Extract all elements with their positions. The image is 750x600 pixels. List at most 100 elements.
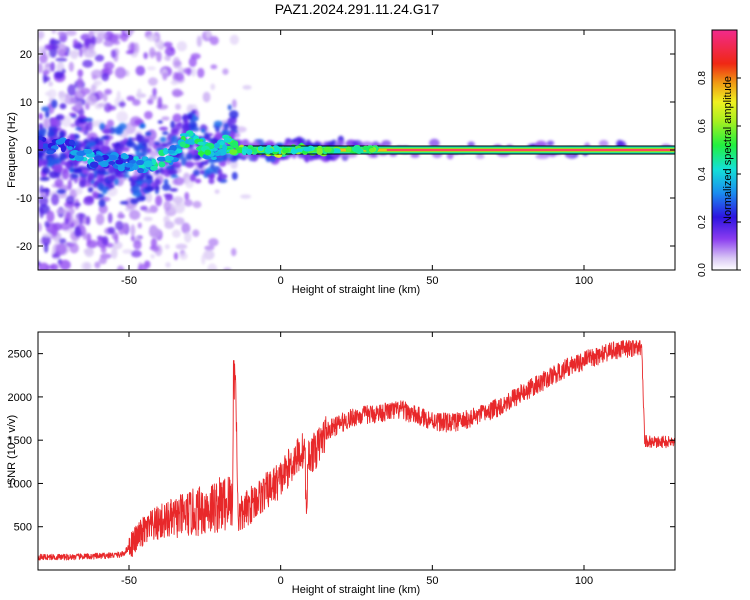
- band-blob: [101, 135, 110, 140]
- noise-blob: [69, 242, 79, 254]
- band-blob: [40, 188, 50, 193]
- noise-blob: [110, 247, 118, 260]
- noise-blob: [133, 239, 142, 250]
- band-blob: [145, 174, 153, 180]
- carrier-dot: [133, 155, 139, 161]
- noise-blob: [174, 217, 185, 225]
- noise-blob: [38, 46, 46, 54]
- band-blob: [38, 112, 44, 120]
- noise-blob: [57, 31, 65, 36]
- band-blob: [164, 194, 174, 202]
- spectrogram-y-axis-label: Frequency (Hz): [6, 112, 18, 188]
- band-blob: [98, 199, 106, 207]
- band-blob: [139, 122, 146, 129]
- noise-blob: [50, 61, 56, 72]
- band-blob: [114, 177, 119, 186]
- noise-blob: [196, 35, 202, 47]
- band-blob: [160, 136, 167, 143]
- noise-blob: [51, 30, 57, 35]
- noise-blob: [58, 90, 67, 102]
- band-blob: [74, 119, 80, 127]
- noise-blob: [162, 72, 168, 81]
- noise-blob: [42, 232, 52, 237]
- noise-blob: [143, 52, 148, 60]
- band-blob: [170, 120, 176, 129]
- noise-blob: [82, 228, 87, 240]
- carrier-wobble: [290, 149, 298, 155]
- carrier-dot: [60, 145, 66, 153]
- colorbar-tick-label: 0.2: [697, 215, 708, 229]
- noise-blob: [140, 205, 148, 211]
- noise-blob: [175, 103, 182, 110]
- x-tick-label: -50: [121, 275, 137, 287]
- band-blob: [229, 124, 238, 131]
- noise-blob: [163, 200, 171, 211]
- noise-blob: [86, 232, 92, 245]
- noise-blob: [43, 44, 52, 51]
- band-blob: [210, 172, 216, 179]
- noise-blob: [146, 34, 158, 42]
- noise-blob: [204, 245, 215, 251]
- noise-blob: [74, 202, 81, 207]
- band-blob: [155, 184, 160, 191]
- colorbar: 0.0 0.2 0.4 0.6 0.8 Normalized spectral ampl…: [697, 29, 741, 277]
- band-blob: [213, 120, 223, 127]
- band-blob: [47, 130, 55, 138]
- noise-blob: [116, 111, 128, 123]
- band-blob: [131, 185, 141, 194]
- noise-blob: [130, 235, 135, 242]
- carrier-wobble: [352, 145, 361, 153]
- band-blob: [231, 171, 238, 181]
- noise-blob: [175, 243, 188, 250]
- carrier-dot: [223, 137, 232, 143]
- carrier-dot: [46, 150, 55, 155]
- band-blob: [38, 159, 45, 167]
- band-blob: [75, 126, 83, 131]
- carrier-dot: [196, 146, 203, 151]
- noise-blob: [122, 249, 134, 254]
- band-blob: [83, 138, 90, 145]
- carrier-dot: [179, 141, 186, 148]
- noise-blob: [149, 47, 156, 59]
- carrier-dot: [84, 148, 93, 154]
- x-tick-label: 100: [575, 275, 593, 287]
- noise-blob: [209, 35, 219, 46]
- band-blob: [114, 145, 123, 155]
- band-blob: [169, 188, 178, 192]
- band-blob: [194, 178, 202, 184]
- band-blob: [135, 144, 146, 150]
- noise-blob: [39, 53, 48, 64]
- chart-title: PAZ1.2024.291.11.24.G17: [275, 1, 440, 17]
- noise-blob: [201, 254, 206, 265]
- carrier-dot: [214, 151, 222, 157]
- carrier-dot: [180, 133, 190, 138]
- noise-blob: [208, 238, 219, 247]
- band-blob: [140, 196, 146, 201]
- band-blob: [92, 181, 99, 188]
- snr-x-axis-label: Height of straight line (km): [292, 584, 420, 596]
- band-blob: [88, 140, 96, 148]
- noise-blob: [70, 222, 75, 229]
- noise-blob: [197, 67, 205, 78]
- carrier-wobble: [323, 146, 333, 153]
- noise-blob: [110, 49, 117, 59]
- carrier-core: [386, 149, 675, 151]
- x-tick-label: -50: [121, 575, 137, 587]
- noise-blob: [111, 34, 118, 43]
- band-blob: [136, 134, 145, 143]
- noise-blob: [75, 187, 83, 195]
- noise-blob: [42, 73, 47, 84]
- noise-blob: [150, 253, 155, 259]
- carrier-line: [38, 130, 675, 174]
- band-blob: [38, 152, 46, 156]
- band-blob: [281, 156, 290, 160]
- noise-blob: [103, 61, 115, 70]
- noise-blob: [51, 225, 58, 238]
- noise-blob: [137, 263, 148, 270]
- noise-blob: [58, 238, 67, 244]
- band-blob: [98, 140, 105, 147]
- noise-blob: [171, 88, 183, 98]
- colorbar-gradient: [711, 29, 738, 271]
- y-tick-label: 10: [20, 97, 32, 109]
